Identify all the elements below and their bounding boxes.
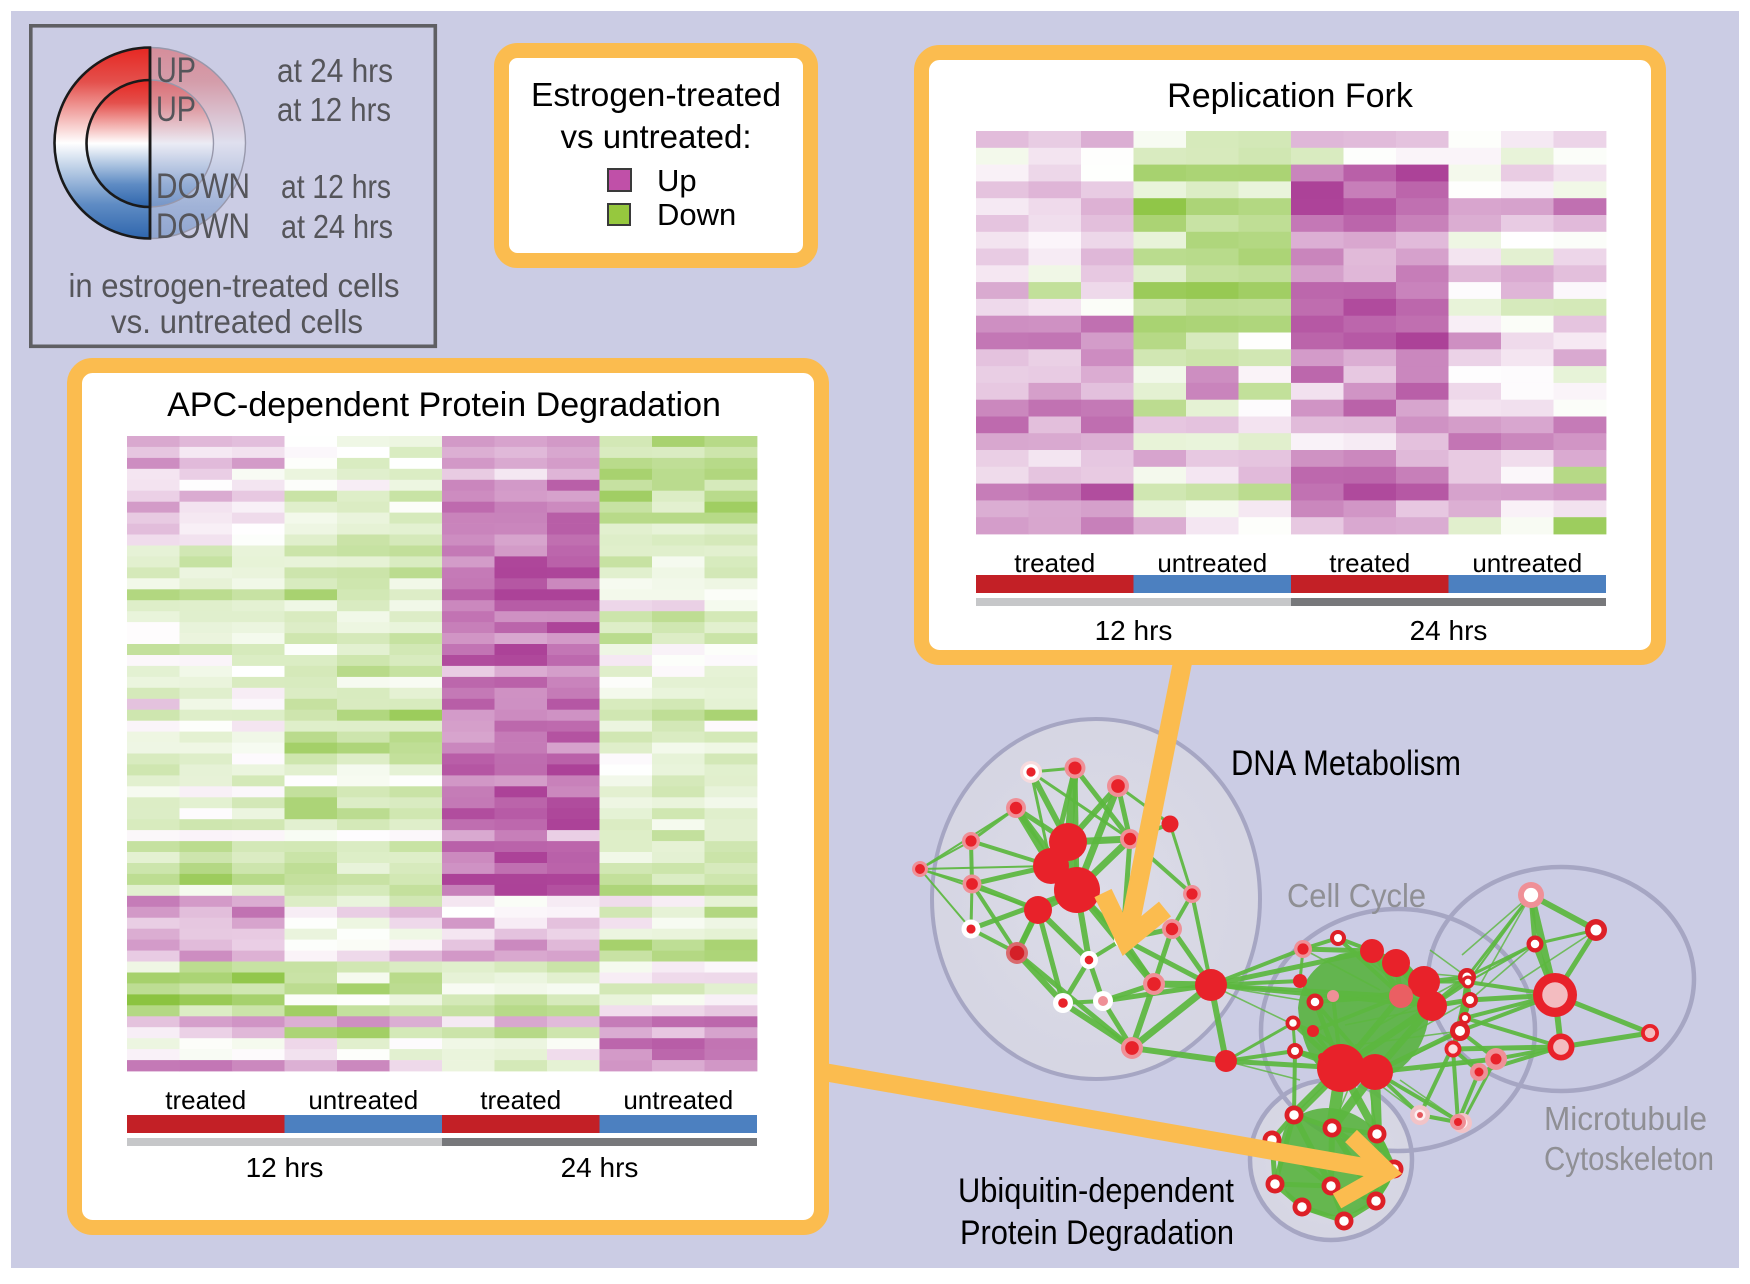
svg-text:Ubiquitin-dependent: Ubiquitin-dependent: [958, 1172, 1234, 1210]
svg-text:vs. untreated cells: vs. untreated cells: [111, 303, 363, 340]
svg-text:untreated: untreated: [1157, 548, 1267, 578]
svg-text:APC-dependent Protein Degradat: APC-dependent Protein Degradation: [167, 386, 721, 424]
svg-text:Down: Down: [657, 197, 736, 232]
svg-text:untreated: untreated: [623, 1085, 733, 1115]
svg-text:at 24 hrs: at 24 hrs: [281, 208, 393, 245]
svg-text:at 12 hrs: at 12 hrs: [277, 91, 391, 128]
svg-text:DOWN: DOWN: [156, 207, 250, 246]
svg-text:untreated: untreated: [1472, 548, 1582, 578]
svg-text:12 hrs: 12 hrs: [246, 1152, 324, 1183]
svg-text:Up: Up: [657, 163, 697, 198]
svg-text:treated: treated: [1014, 548, 1095, 578]
svg-text:at 24 hrs: at 24 hrs: [277, 52, 393, 89]
svg-text:24 hrs: 24 hrs: [561, 1152, 639, 1183]
svg-text:Estrogen-treated: Estrogen-treated: [531, 77, 781, 114]
svg-text:DNA Metabolism: DNA Metabolism: [1231, 744, 1461, 783]
svg-text:vs untreated:: vs untreated:: [561, 119, 752, 156]
svg-text:Cell Cycle: Cell Cycle: [1287, 877, 1426, 914]
svg-text:treated: treated: [1329, 548, 1410, 578]
svg-text:UP: UP: [156, 51, 196, 90]
svg-text:DOWN: DOWN: [156, 167, 250, 206]
svg-text:24 hrs: 24 hrs: [1410, 615, 1488, 646]
svg-text:Cytoskeleton: Cytoskeleton: [1544, 1140, 1714, 1177]
svg-text:in estrogen-treated cells: in estrogen-treated cells: [69, 267, 400, 304]
svg-text:UP: UP: [156, 90, 196, 129]
svg-text:Protein Degradation: Protein Degradation: [960, 1214, 1234, 1252]
svg-text:Replication Fork: Replication Fork: [1167, 77, 1414, 115]
svg-text:12 hrs: 12 hrs: [1095, 615, 1173, 646]
svg-text:untreated: untreated: [308, 1085, 418, 1115]
svg-text:treated: treated: [480, 1085, 561, 1115]
svg-text:treated: treated: [165, 1085, 246, 1115]
svg-text:Microtubule: Microtubule: [1544, 1100, 1707, 1137]
svg-text:at 12 hrs: at 12 hrs: [281, 168, 391, 205]
